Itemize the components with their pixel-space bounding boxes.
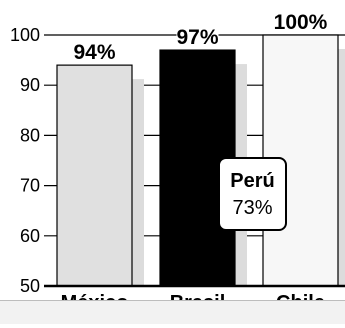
- y-tick-label: 60: [20, 226, 40, 246]
- reference-box: [218, 157, 287, 231]
- value-label-bg: [73, 40, 116, 61]
- reference-callout: Perú 73%: [218, 157, 287, 231]
- reference-name: Perú: [230, 170, 274, 192]
- bottom-strip: [0, 300, 345, 324]
- y-tick-label: 50: [20, 276, 40, 296]
- bar-0: [56, 64, 133, 287]
- bar-shadow: [132, 79, 144, 287]
- bar-shadow: [338, 49, 345, 286]
- value-label: 100%: [274, 11, 328, 34]
- y-axis: 50 60 70 80 90 100: [10, 25, 345, 296]
- value-label-bg: [176, 25, 219, 46]
- y-tick-label: 100: [10, 25, 40, 45]
- reference-value: 73%: [232, 197, 272, 219]
- y-tick-label: 70: [20, 176, 40, 196]
- value-label-bg: [273, 10, 328, 30]
- bars: [56, 34, 339, 287]
- value-label: 97%: [176, 26, 218, 49]
- y-tick-label: 80: [20, 125, 40, 145]
- value-label: 94%: [73, 41, 115, 64]
- value-labels: 94% 97% 100%: [73, 10, 328, 64]
- y-tick-label: 90: [20, 75, 40, 95]
